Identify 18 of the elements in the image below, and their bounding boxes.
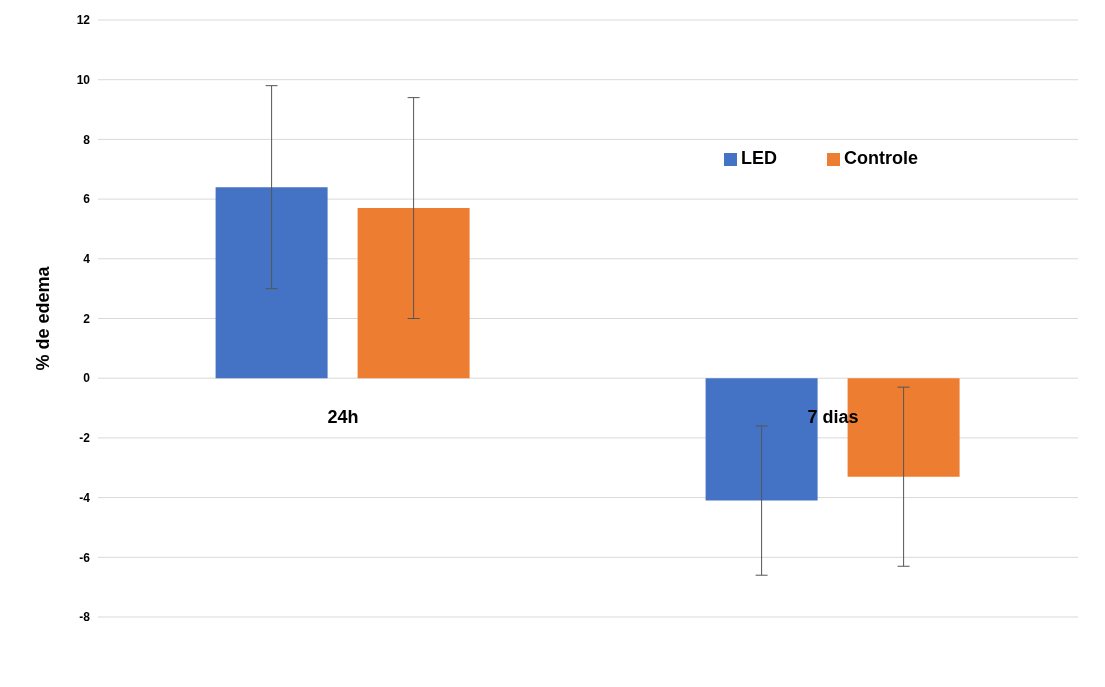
x-tick-label: 24h [327, 406, 359, 427]
y-tick-label: 10 [76, 72, 91, 87]
legend-label: Controle [844, 148, 918, 168]
y-tick-label: -6 [79, 550, 91, 565]
bar [705, 378, 818, 501]
y-tick-label: 0 [83, 371, 91, 386]
y-tick-label: 12 [76, 13, 91, 28]
y-tick-label: 8 [83, 132, 91, 147]
legend-label: LED [741, 148, 777, 168]
bar [215, 187, 328, 379]
y-axis-title: % de edema [33, 265, 54, 371]
bar [357, 208, 470, 379]
y-tick-label: 2 [83, 311, 91, 326]
y-tick-label: -2 [79, 431, 91, 446]
y-tick-label: -8 [79, 610, 91, 625]
y-tick-label: 6 [83, 192, 91, 207]
y-tick-label: 4 [83, 252, 91, 267]
y-tick-label: -4 [79, 490, 91, 505]
